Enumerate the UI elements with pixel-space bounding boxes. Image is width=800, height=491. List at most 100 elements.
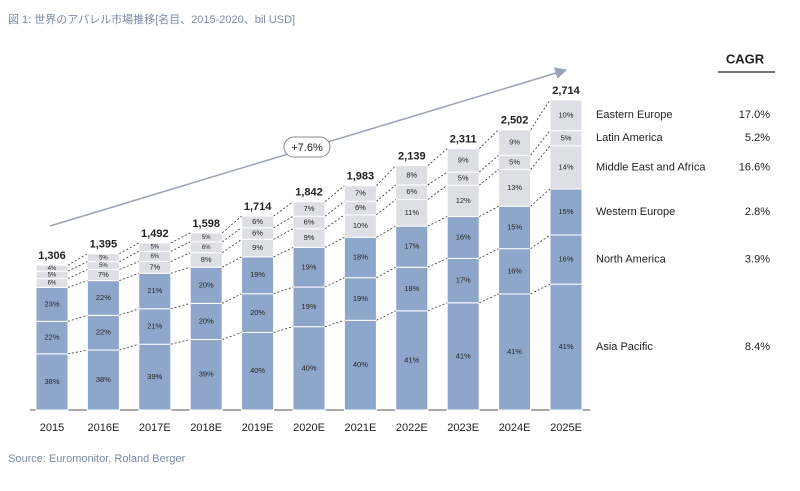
value-label: 7% [304,204,315,213]
value-label: 4% [48,266,57,272]
value-label: 12% [456,196,471,205]
connector [170,302,191,310]
connector [427,171,448,186]
bar-segment [446,184,480,218]
bar-segment [35,353,69,411]
connector [221,227,242,243]
connector [273,215,294,229]
cagr-value: 8.4% [745,341,770,353]
total-label: 1,492 [141,228,169,240]
connector [376,310,396,321]
connector [222,293,242,304]
bar-segment [138,242,172,252]
connector [427,216,448,227]
bar-segment [86,349,120,411]
value-label: 41% [456,351,471,360]
legend-label: Western Europe [596,206,675,218]
bar-segment [241,331,275,411]
connector [67,349,88,355]
connector [479,293,499,304]
value-label: 41% [507,347,522,356]
value-label: 22% [96,293,111,302]
connector [376,165,397,186]
connector [324,319,345,328]
bar-segment [138,272,172,310]
connector [273,326,294,333]
bar-segment [498,205,532,250]
annotation: +7.6% [291,142,323,154]
bar-segment [86,314,120,351]
value-label: 41% [404,355,419,364]
value-label: 19% [301,262,316,271]
bar-segment [241,215,275,229]
connector [530,99,551,131]
connector [222,332,242,340]
value-label: 20% [199,316,214,325]
value-label: 16% [507,266,522,275]
total-label: 2,139 [398,151,426,163]
total-label: 1,714 [244,201,272,213]
connector [427,302,448,312]
source: Source: Euromonitor, Roland Berger [8,453,186,465]
value-label: 6% [252,229,263,238]
bar-segment [498,168,532,207]
value-label: 19% [250,270,265,279]
value-label: 15% [558,207,573,216]
bar-segment [446,302,480,411]
bar-segment [343,319,377,411]
cagr-value: 3.9% [745,253,770,265]
bar-segment [35,320,69,355]
bar-segment [498,293,532,411]
connector [376,199,397,216]
bar-segment [292,201,326,217]
value-label: 6% [202,245,211,251]
x-tick-label: 2016E [87,422,119,434]
bar-segment [395,266,429,312]
x-tick-label: 2025E [550,422,582,434]
legend-label: North America [596,253,667,265]
value-label: 5% [202,235,211,241]
value-label: 9% [458,155,469,164]
x-tick-label: 2022E [396,422,428,434]
bar-segment [292,246,326,288]
value-label: 8% [406,170,417,179]
value-label: 16% [558,255,573,264]
bar-segment [292,326,326,411]
total-label: 2,502 [501,115,529,127]
value-label: 40% [301,363,316,372]
value-label: 21% [147,321,162,330]
value-label: 5% [99,255,108,261]
chart-title: 図 1: 世界のアパレル市場推移[名目、2015-2020、bil USD] [8,12,295,26]
connector [478,169,499,186]
connector [119,242,139,255]
bar-segment [292,286,326,328]
value-label: 40% [250,366,265,375]
bar-segment [343,236,377,279]
x-tick-label: 2024E [499,422,531,434]
cagr-value: 5.2% [745,132,770,144]
bar-segment [35,286,69,322]
x-tick-label: 2015 [40,422,64,434]
value-label: 40% [353,360,368,369]
connector [119,261,139,270]
value-label: 21% [147,286,162,295]
legend-label: Asia Pacific [596,341,653,353]
x-tick-label: 2018E [190,422,222,434]
x-tick-label: 2020E [293,422,325,434]
bar-segment [446,216,480,259]
value-label: 20% [250,308,265,317]
value-label: 18% [353,252,368,261]
cagr-header: CAGR [726,51,765,66]
connector [170,252,191,262]
annotation-box [283,136,331,158]
value-label: 41% [558,342,573,351]
connector [170,232,191,244]
connector [170,241,191,252]
legend-label: Eastern Europe [596,109,672,121]
value-label: 6% [252,217,263,226]
connector [119,251,139,263]
value-label: 13% [507,183,522,192]
value-label: 16% [456,232,471,241]
value-label: 19% [353,294,368,303]
